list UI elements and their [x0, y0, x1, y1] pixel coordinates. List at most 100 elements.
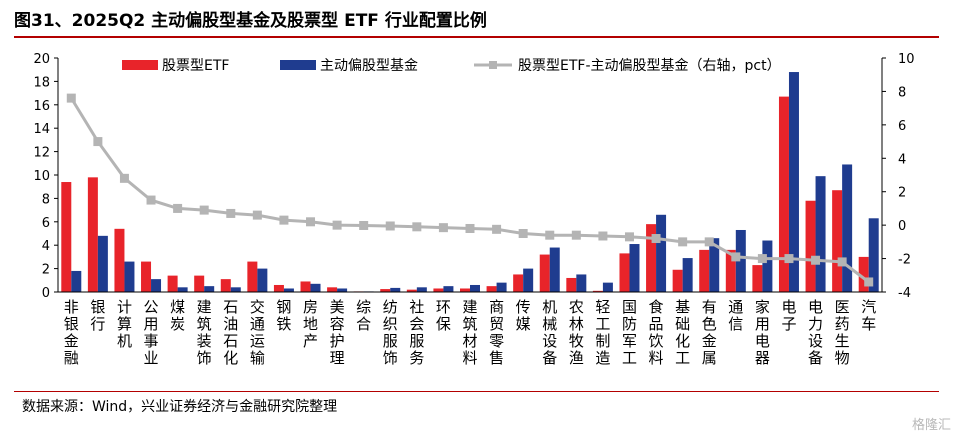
x-tick-label: 汽车: [861, 298, 876, 333]
x-tick-label: 国防军工: [622, 298, 637, 367]
bar-active-fund: [443, 286, 454, 292]
x-tick-label: 公用事业: [144, 298, 159, 367]
x-tick-label: 食品饮料: [649, 298, 664, 367]
bar-active-fund: [71, 270, 82, 292]
source-note: 数据来源：Wind，兴业证券经济与金融研究院整理: [22, 399, 338, 415]
x-tick-label: 房地产: [303, 298, 318, 350]
bar-active-fund: [523, 268, 534, 292]
bar-active-fund: [257, 268, 268, 292]
bar-active-fund: [576, 274, 587, 292]
watermark-logo: 格隆汇: [911, 418, 951, 433]
diff-point: [624, 232, 634, 242]
bar-active-fund: [97, 235, 108, 292]
bar-active-fund: [177, 287, 188, 292]
diff-point: [837, 257, 847, 267]
bar-etf: [194, 275, 205, 292]
diff-point: [757, 254, 767, 264]
diff-point: [226, 208, 236, 218]
bar-active-fund: [682, 258, 693, 292]
diff-point: [678, 237, 688, 247]
bar-etf: [486, 286, 497, 292]
y2-tick-label: 0: [898, 219, 906, 234]
diff-point: [438, 223, 448, 233]
x-tick-label: 通信: [728, 298, 743, 333]
diff-point: [279, 215, 289, 225]
bar-etf: [646, 224, 657, 292]
title-divider: [14, 36, 939, 38]
bar-etf: [619, 253, 630, 292]
bar-etf: [513, 274, 524, 292]
bar-active-fund: [842, 164, 853, 292]
x-tick-label: 计算机: [117, 298, 132, 350]
y-tick-label: 6: [42, 216, 50, 231]
diff-point: [731, 252, 741, 262]
bar-active-fund: [310, 283, 321, 292]
bar-etf: [380, 289, 391, 292]
bar-active-fund: [762, 240, 773, 292]
y2-tick-label: 4: [898, 152, 906, 167]
x-tick-label: 基础化工: [675, 298, 690, 367]
chart-legend: 股票型ETF 主动偏股型基金 股票型ETF-主动偏股型基金（右轴，pct）: [122, 57, 781, 74]
bar-etf: [725, 249, 736, 292]
x-tick-label: 综合: [356, 298, 371, 333]
bar-etf: [539, 254, 550, 292]
diff-point: [119, 173, 129, 183]
diff-point: [412, 222, 422, 232]
bar-active-fund: [416, 287, 427, 292]
bar-etf: [167, 275, 178, 292]
y-tick-label: 8: [42, 192, 50, 207]
bar-etf: [141, 261, 152, 292]
bar-active-fund: [283, 288, 294, 292]
x-tick-label: 传媒: [516, 298, 531, 333]
bar-active-fund: [735, 229, 746, 292]
bar-etf: [87, 177, 98, 292]
bar-etf: [114, 228, 125, 292]
y2-tick-label: 6: [898, 119, 906, 134]
page-title: 图31、2025Q2 主动偏股型基金及股票型 ETF 行业配置比例: [14, 11, 487, 31]
bar-etf: [273, 284, 284, 292]
diff-point: [332, 220, 342, 230]
diff-point: [93, 137, 103, 147]
bar-etf: [566, 277, 577, 292]
diff-point: [146, 195, 156, 205]
y2-tick-label: 10: [898, 52, 915, 67]
x-tick-label: 社会服务: [409, 298, 424, 367]
bar-etf: [672, 269, 683, 292]
bar-active-fund: [496, 282, 507, 292]
bar-active-fund: [124, 261, 135, 292]
x-tick-label: 纺织服饰: [383, 298, 398, 367]
bar-series: [61, 72, 879, 293]
y2-tick-label: -2: [898, 253, 911, 268]
diff-point: [385, 221, 395, 231]
diff-point: [492, 224, 502, 234]
x-tick-label: 有色金属: [702, 298, 717, 367]
bar-active-fund: [230, 287, 241, 292]
diff-point: [704, 237, 714, 247]
y-tick-label: 0: [42, 286, 50, 301]
legend-swatch-etf: [122, 60, 158, 70]
bar-active-fund: [815, 176, 826, 292]
x-tick-label: 轻工制造: [595, 298, 610, 367]
bar-etf: [220, 279, 231, 292]
diff-point: [518, 229, 528, 238]
bar-line-chart: 股票型ETF 主动偏股型基金 股票型ETF-主动偏股型基金（右轴，pct） 0 2…: [33, 52, 915, 367]
y-tick-label: 12: [33, 146, 50, 161]
x-tick-label: 环保: [436, 298, 451, 333]
y2-tick-label: 2: [898, 186, 906, 201]
diff-point: [465, 223, 475, 233]
y-tick-label: 18: [33, 75, 50, 90]
y-tick-label: 16: [33, 99, 50, 114]
x-tick-label: 美容护理: [330, 298, 345, 367]
x-tick-label: 农林牧渔: [569, 298, 584, 367]
y2-tick-label: 8: [898, 85, 906, 100]
bar-etf: [406, 289, 417, 292]
diff-point: [306, 217, 316, 227]
footer-divider: [14, 391, 939, 392]
y-axis-left: 0 2 4 6 8 10 12 14 16 18 20: [33, 52, 59, 301]
y2-tick-label: -4: [898, 286, 911, 301]
diff-point: [598, 231, 608, 241]
x-tick-label: 电子: [781, 298, 796, 333]
bar-etf: [858, 256, 869, 292]
x-tick-label: 机械设备: [542, 298, 557, 367]
x-tick-label: 建筑装饰: [197, 298, 212, 367]
